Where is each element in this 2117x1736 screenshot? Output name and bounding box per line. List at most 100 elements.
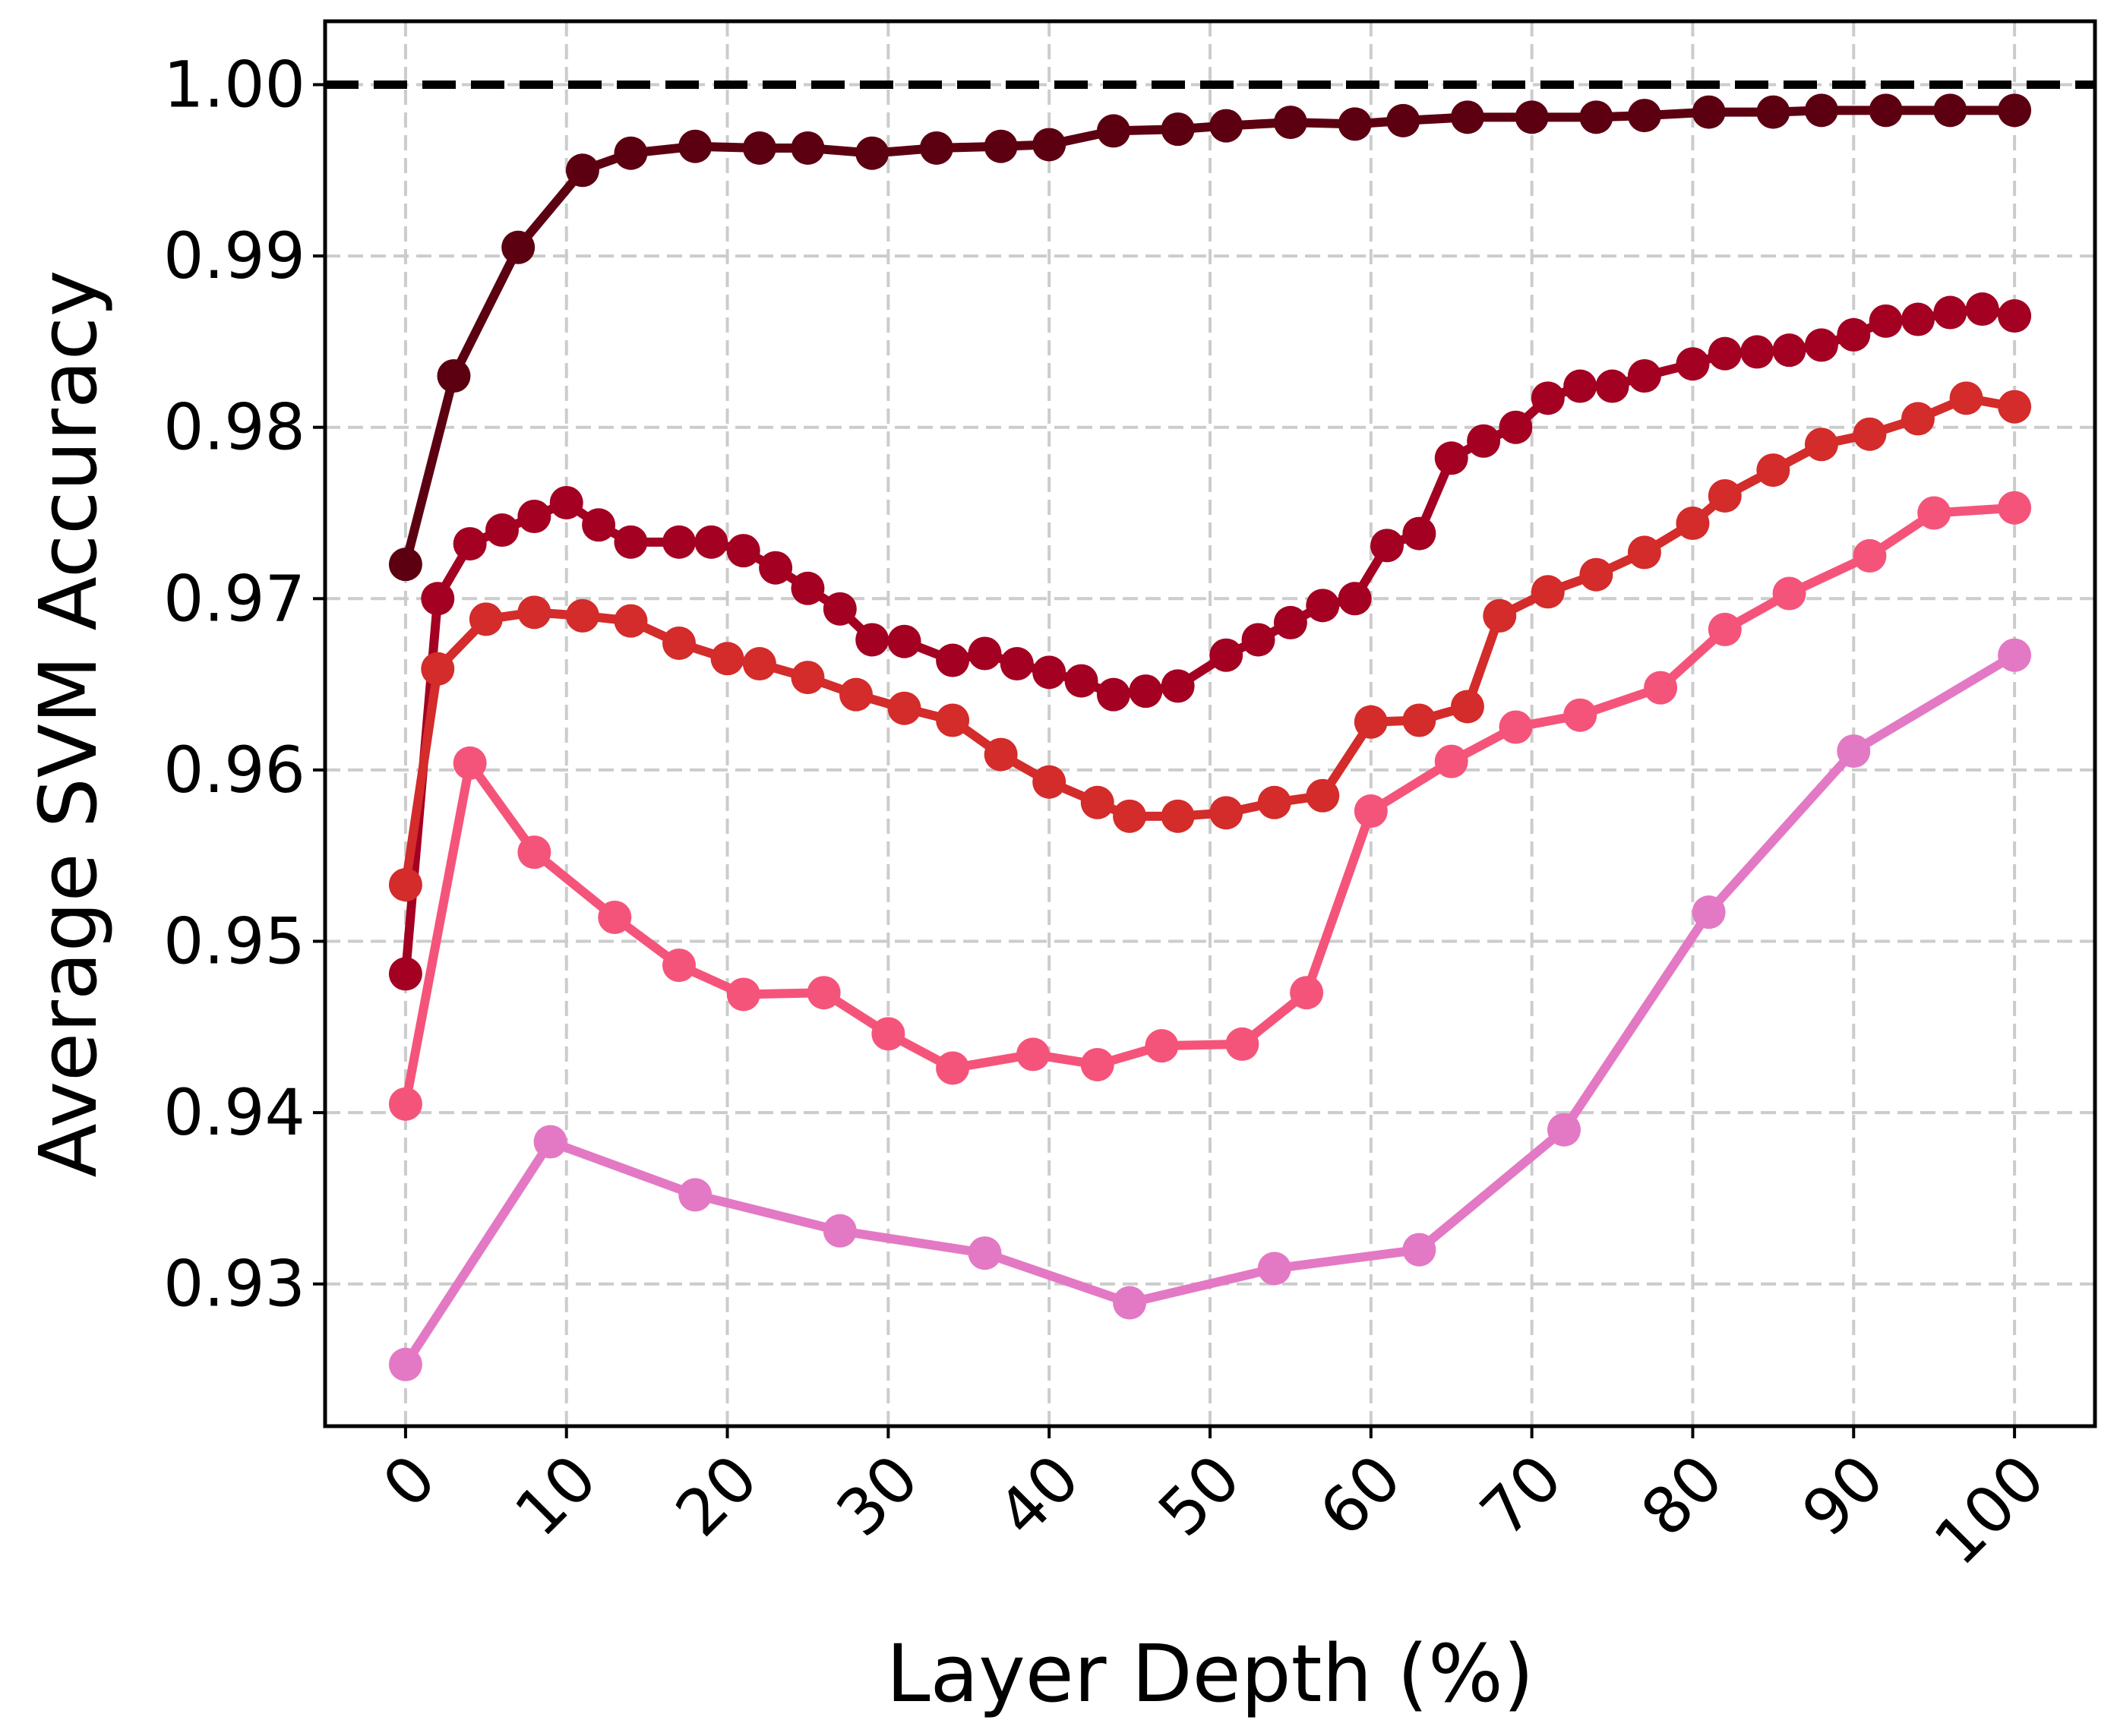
series-1-point	[759, 551, 793, 585]
series-1-point	[936, 643, 970, 677]
series-1-point	[1129, 674, 1163, 709]
series-3-point	[1145, 1029, 1179, 1063]
series-1-point	[614, 525, 648, 559]
series-1-point	[1804, 328, 1838, 362]
series-0-point	[614, 136, 648, 170]
series-1-point	[1933, 295, 1967, 330]
series-4-point	[1113, 1286, 1147, 1320]
series-4-point	[533, 1125, 567, 1159]
x-axis-label: Layer Depth (%)	[886, 1627, 1534, 1720]
series-0-point	[565, 153, 599, 188]
y-tick-label: 0.95	[163, 904, 305, 979]
series-1-point	[1998, 299, 2032, 333]
y-tick-label: 0.96	[163, 733, 305, 807]
series-1-point	[662, 525, 696, 559]
series-3-point	[1708, 612, 1742, 646]
series-1-point	[517, 500, 551, 534]
series-0-point	[1804, 93, 1838, 128]
series-0-point	[1579, 100, 1613, 134]
series-2-point	[1113, 799, 1147, 833]
series-4-point	[1547, 1113, 1581, 1147]
series-2-point	[1901, 402, 1935, 436]
y-tick-label: 0.94	[163, 1075, 305, 1150]
series-0-point	[1756, 95, 1790, 129]
series-3-point	[936, 1051, 970, 1085]
x-tick-label: 80	[1627, 1441, 1737, 1551]
x-tick-label: 50	[1144, 1441, 1254, 1551]
series-2-point	[1531, 575, 1565, 609]
series-2-point	[710, 642, 744, 676]
y-tick-label: 0.93	[163, 1247, 305, 1321]
series-2-point	[1579, 557, 1613, 592]
series-0-point	[1869, 93, 1903, 128]
series-3-point	[807, 976, 841, 1010]
series-1-point	[1869, 304, 1903, 338]
series-1-point	[582, 508, 616, 542]
series-4-point	[823, 1214, 857, 1248]
x-tick-label: 70	[1466, 1441, 1576, 1551]
series-1-point	[549, 485, 583, 519]
series-0-point	[388, 548, 422, 582]
series-4-point	[388, 1347, 422, 1381]
series-1-point	[1000, 647, 1034, 681]
series-2-point	[1676, 507, 1710, 541]
series-0-point	[678, 129, 713, 163]
series-2-point	[839, 677, 873, 712]
series-1-point	[1901, 302, 1935, 336]
series-1-point	[453, 527, 487, 561]
series-1-point	[791, 571, 825, 605]
series-2-point	[1853, 417, 1887, 451]
series-0-point	[791, 131, 825, 165]
series-1-point	[1338, 582, 1372, 616]
series-1-point	[1402, 516, 1436, 551]
series-0-point	[1933, 93, 1967, 128]
series-1-point	[485, 513, 519, 548]
series-0-point	[1209, 109, 1243, 143]
series-3-point	[1016, 1037, 1050, 1072]
series-1-point	[968, 636, 1002, 671]
series-0-point	[1692, 95, 1726, 129]
series-2-point	[1354, 705, 1388, 739]
series-2-point	[1483, 598, 1517, 633]
series-4-point	[678, 1178, 713, 1212]
series-1-point	[1161, 669, 1195, 703]
series-2-point	[421, 652, 455, 686]
series-2-point	[887, 691, 921, 725]
series-4-point	[1837, 734, 1871, 769]
series-2-point	[1257, 785, 1291, 819]
series-3-point	[1563, 698, 1597, 732]
x-tick-label: 20	[662, 1441, 772, 1551]
series-2	[388, 381, 2032, 902]
series-2-point	[742, 647, 776, 681]
y-tick-label: 1.00	[163, 47, 305, 122]
series-0	[388, 93, 2032, 582]
series-0-point	[1627, 99, 1661, 133]
x-tick-label: 0	[368, 1441, 450, 1522]
series-1-point	[421, 582, 455, 616]
series-1	[388, 292, 2032, 991]
series-3-point	[1917, 496, 1951, 530]
series-1-point	[1837, 317, 1871, 352]
series-2-point	[1708, 478, 1742, 513]
series-3-point	[517, 835, 551, 870]
grid-lines	[325, 21, 2095, 1426]
series-3-point	[598, 900, 632, 934]
series-4-point	[968, 1236, 1002, 1270]
series-2-point	[1450, 690, 1484, 724]
series-4-point	[1402, 1233, 1436, 1267]
series-2-point	[388, 868, 422, 902]
series-1-point	[1627, 359, 1661, 393]
series-0-point	[1450, 100, 1484, 134]
series-3-point	[1644, 671, 1678, 705]
series-1-point	[1563, 369, 1597, 403]
series-2-point	[1949, 381, 1983, 415]
series-3-point	[726, 977, 760, 1012]
tick-group: 0 10 20 30 40 50 60 70 80 90 100 0.93 0.94 0.95 0.96 0.…	[163, 47, 2059, 1579]
series-1-point	[1306, 589, 1340, 623]
series-0-point	[855, 136, 889, 170]
series-2-point	[1032, 765, 1066, 799]
series-2-point	[614, 604, 648, 638]
series-2-point	[936, 703, 970, 737]
series-2-point	[1209, 796, 1243, 830]
